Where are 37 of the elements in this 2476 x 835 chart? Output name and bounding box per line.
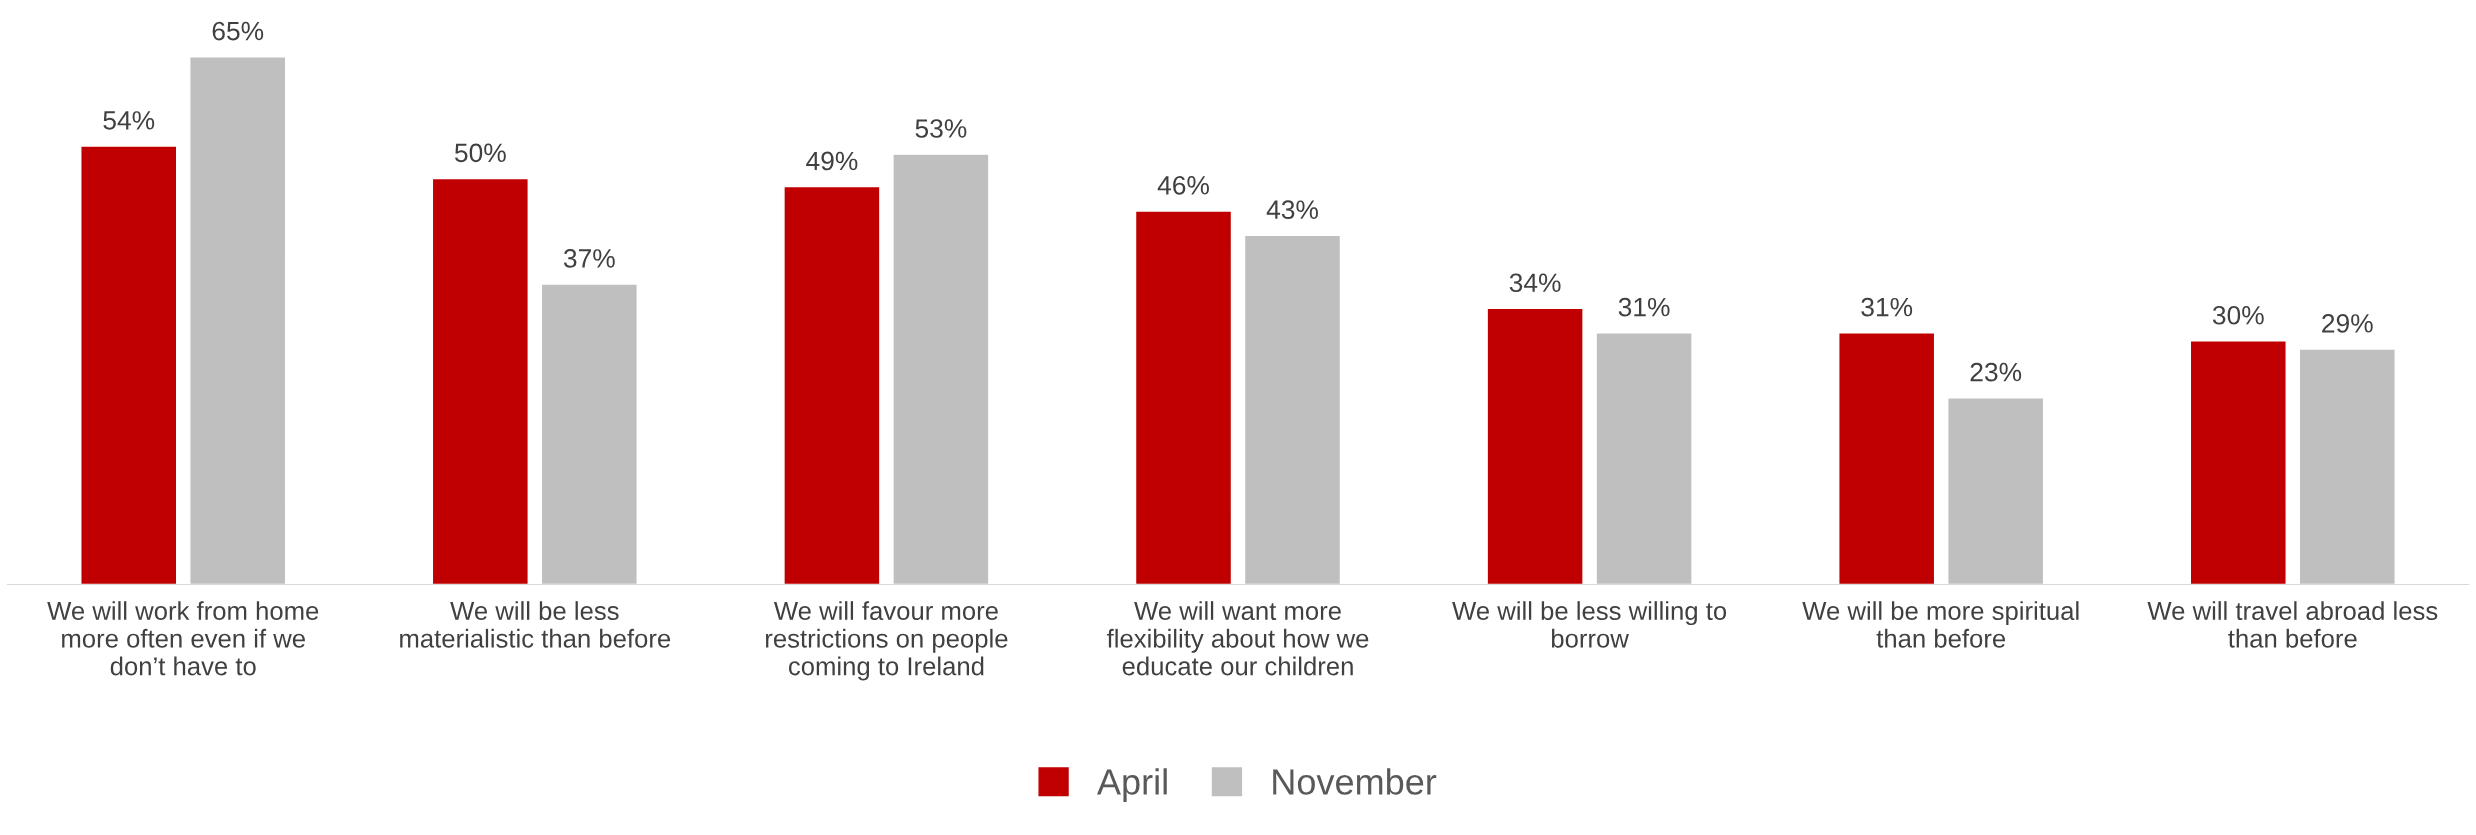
legend-label: April xyxy=(1097,768,1167,802)
legend-label: November xyxy=(1273,768,1437,795)
bar xyxy=(1838,332,1936,585)
data-label: 65% xyxy=(212,21,264,41)
bar xyxy=(2298,348,2396,585)
bar xyxy=(189,56,287,585)
data-label: 50% xyxy=(454,143,506,163)
data-label: 49% xyxy=(806,151,858,171)
bar xyxy=(783,185,881,585)
x-tick-label: We will want more flexibility about how we educate our children xyxy=(1106,601,1369,676)
bar xyxy=(1243,234,1342,585)
data-label: 31% xyxy=(1618,297,1670,317)
bar xyxy=(1595,332,1693,585)
data-label: 23% xyxy=(1970,362,2022,382)
bar xyxy=(1486,307,1584,585)
data-label: 53% xyxy=(915,119,967,138)
bar xyxy=(1134,210,1233,585)
data-label: 54% xyxy=(103,111,155,130)
data-label: 29% xyxy=(2322,314,2373,333)
bar xyxy=(540,283,638,585)
data-label: 37% xyxy=(563,249,615,268)
data-label: 43% xyxy=(1266,200,1318,220)
bar xyxy=(80,145,178,585)
x-tick-label: We will work from home more often even if we don’t have to xyxy=(47,601,319,676)
x-tick-label: We will travel abroad less than before xyxy=(2147,601,2438,648)
bar xyxy=(431,177,529,585)
x-tick-label: We will be less willing to borrow xyxy=(1452,601,1727,648)
x-tick-label: We will favour more restrictions on people coming to Ireland xyxy=(766,601,1008,681)
bar xyxy=(1947,397,2045,585)
data-label: 46% xyxy=(1157,175,1209,195)
data-label: 34% xyxy=(1509,273,1561,293)
bar xyxy=(2189,340,2287,585)
x-tick-label: We will be more spiritual than before xyxy=(1802,601,2079,648)
bar xyxy=(892,153,990,585)
data-label: 30% xyxy=(2212,305,2264,325)
x-tick-label: We will be less materialistic than before xyxy=(400,601,671,648)
data-label: 31% xyxy=(1861,297,1913,317)
